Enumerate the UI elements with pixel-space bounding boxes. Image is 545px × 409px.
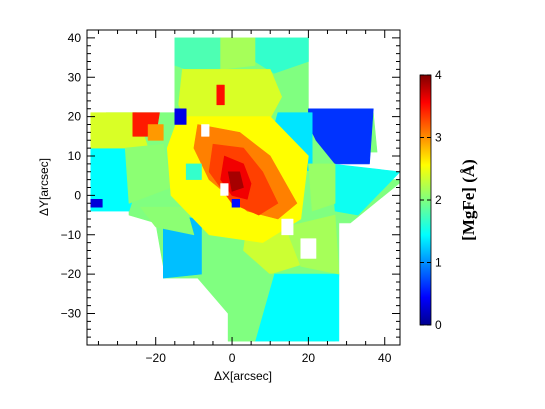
orange-patch-upper bbox=[147, 124, 164, 141]
colorbar-tick-label: 4 bbox=[435, 68, 442, 82]
blue-patch-left bbox=[90, 199, 103, 208]
x-tick-label: 20 bbox=[302, 351, 316, 365]
colorbar-label: [MgFe] (Å) bbox=[459, 159, 478, 241]
colorbar-tick-label: 0 bbox=[435, 318, 442, 332]
colorbar-tick-label: 1 bbox=[435, 256, 442, 270]
top-left-green bbox=[220, 37, 256, 70]
hole-right bbox=[281, 218, 294, 236]
y-tick-label: 30 bbox=[68, 70, 82, 84]
y-tick-label: 40 bbox=[68, 31, 82, 45]
y-tick-label: −20 bbox=[61, 267, 82, 281]
map-layer bbox=[90, 37, 400, 342]
x-axis-label: ΔX[arcsec] bbox=[214, 369, 272, 383]
cyan-patch-midleft bbox=[185, 163, 202, 180]
tick-layer: −20 0 20 40 −30 −20 −10 0 10 20 30 40 bbox=[61, 29, 400, 365]
red-patch-top bbox=[216, 84, 225, 106]
y-axis-label: ΔY[arcsec] bbox=[37, 158, 51, 216]
x-tick-label: 0 bbox=[229, 351, 236, 365]
right-green-blob bbox=[308, 163, 336, 212]
hole-upper-left bbox=[201, 124, 210, 137]
colorbar-ticks: 0 1 2 3 4 bbox=[420, 68, 442, 332]
colorbar-tick-label: 2 bbox=[435, 193, 442, 207]
lower-middle-green bbox=[220, 273, 275, 342]
x-tick-label: −20 bbox=[146, 351, 167, 365]
x-tick-label: 40 bbox=[378, 351, 392, 365]
y-tick-label: 0 bbox=[74, 188, 81, 202]
top-left-cyan bbox=[174, 37, 221, 74]
y-tick-label: 10 bbox=[68, 149, 82, 163]
y-tick-label: −10 bbox=[61, 228, 82, 242]
hole-lower-right bbox=[300, 238, 317, 259]
y-tick-label: 20 bbox=[68, 110, 82, 124]
blue-dot-center bbox=[231, 199, 240, 208]
hole-center-left bbox=[220, 183, 229, 196]
blue-patch-upper bbox=[174, 108, 187, 125]
center-darkred bbox=[227, 171, 244, 192]
lower-left-green bbox=[140, 206, 195, 236]
y-tick-label: −30 bbox=[61, 307, 82, 321]
colorbar-tick-label: 3 bbox=[435, 131, 442, 145]
